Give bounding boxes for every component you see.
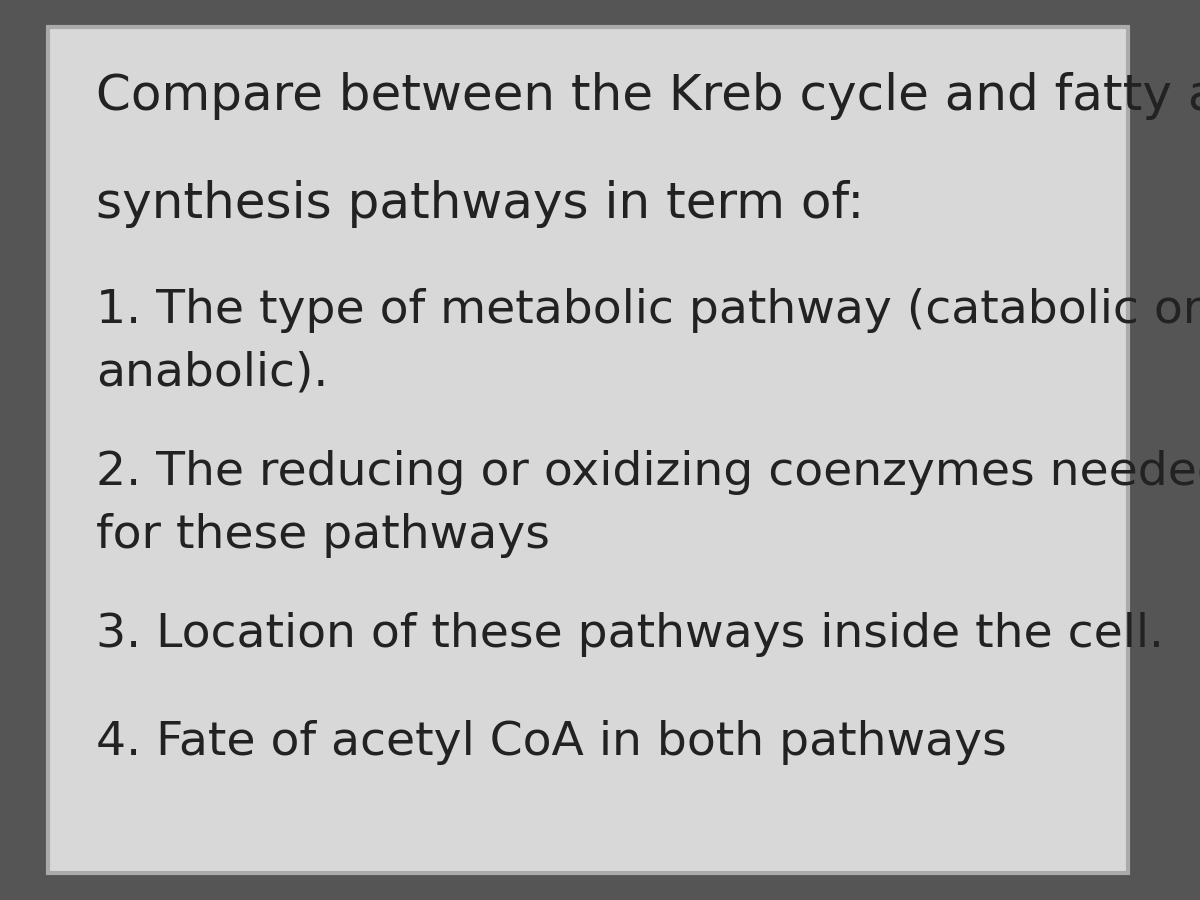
Text: 1. The type of metabolic pathway (catabolic or
anabolic).: 1. The type of metabolic pathway (catabo… bbox=[96, 288, 1200, 395]
Text: synthesis pathways in term of:: synthesis pathways in term of: bbox=[96, 180, 864, 228]
Text: 4. Fate of acetyl CoA in both pathways: 4. Fate of acetyl CoA in both pathways bbox=[96, 720, 1007, 765]
Text: 2. The reducing or oxidizing coenzymes needed
for these pathways: 2. The reducing or oxidizing coenzymes n… bbox=[96, 450, 1200, 557]
Text: 3. Location of these pathways inside the cell.: 3. Location of these pathways inside the… bbox=[96, 612, 1164, 657]
Text: Compare between the Kreb cycle and fatty acid: Compare between the Kreb cycle and fatty… bbox=[96, 72, 1200, 120]
FancyBboxPatch shape bbox=[48, 27, 1128, 873]
